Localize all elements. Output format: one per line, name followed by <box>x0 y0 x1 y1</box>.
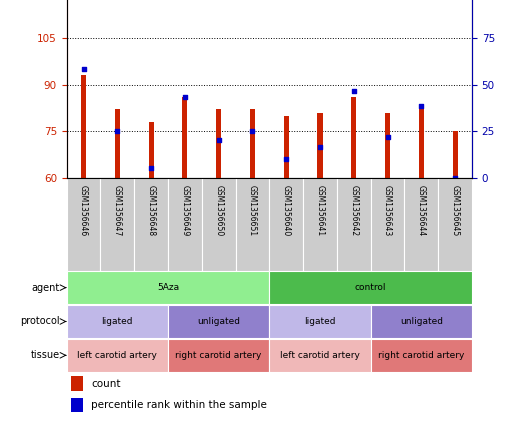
Text: count: count <box>91 379 121 389</box>
Bar <box>250 110 255 178</box>
Bar <box>269 339 370 371</box>
Bar <box>168 305 269 338</box>
Point <box>248 128 256 135</box>
Text: protocol: protocol <box>20 316 60 327</box>
Point <box>417 103 425 110</box>
Bar <box>438 178 472 271</box>
Text: GSM1356649: GSM1356649 <box>181 185 189 236</box>
Bar <box>269 305 370 338</box>
Text: GSM1356643: GSM1356643 <box>383 185 392 236</box>
Text: GSM1356647: GSM1356647 <box>113 185 122 236</box>
Bar <box>67 339 168 371</box>
Bar <box>303 178 337 271</box>
Text: GSM1356650: GSM1356650 <box>214 185 223 236</box>
Text: unligated: unligated <box>400 317 443 326</box>
Bar <box>81 75 86 178</box>
Text: ligated: ligated <box>304 317 336 326</box>
Text: right carotid artery: right carotid artery <box>378 351 464 360</box>
Bar <box>269 178 303 271</box>
Bar <box>284 115 289 178</box>
Bar <box>67 272 269 304</box>
Text: 5Aza: 5Aza <box>157 283 179 292</box>
Text: control: control <box>355 283 386 292</box>
Bar <box>370 178 404 271</box>
Text: GSM1356646: GSM1356646 <box>79 185 88 236</box>
Bar <box>404 178 438 271</box>
Bar <box>337 178 370 271</box>
Bar <box>235 178 269 271</box>
Text: left carotid artery: left carotid artery <box>77 351 157 360</box>
Text: percentile rank within the sample: percentile rank within the sample <box>91 400 267 410</box>
Point <box>350 88 358 94</box>
Point <box>282 156 290 162</box>
Bar <box>370 339 472 371</box>
Bar <box>216 110 221 178</box>
Text: GSM1356645: GSM1356645 <box>450 185 460 236</box>
Bar <box>318 113 323 178</box>
Bar <box>67 305 168 338</box>
Text: unligated: unligated <box>197 317 240 326</box>
Point <box>316 143 324 150</box>
Text: GSM1356641: GSM1356641 <box>315 185 325 236</box>
Bar <box>351 97 357 178</box>
Text: right carotid artery: right carotid artery <box>175 351 262 360</box>
Bar <box>168 339 269 371</box>
Point <box>451 174 459 181</box>
Text: left carotid artery: left carotid artery <box>280 351 360 360</box>
Text: GSM1356640: GSM1356640 <box>282 185 291 236</box>
Bar <box>134 178 168 271</box>
Text: GSM1356648: GSM1356648 <box>147 185 155 236</box>
Text: GSM1356642: GSM1356642 <box>349 185 358 236</box>
Bar <box>419 106 424 178</box>
Bar <box>269 272 472 304</box>
Text: ligated: ligated <box>102 317 133 326</box>
Bar <box>182 97 187 178</box>
Bar <box>370 305 472 338</box>
Text: GSM1356644: GSM1356644 <box>417 185 426 236</box>
Bar <box>67 178 101 271</box>
Bar <box>115 110 120 178</box>
Text: GSM1356651: GSM1356651 <box>248 185 257 236</box>
Bar <box>71 376 83 391</box>
Point <box>214 137 223 144</box>
Bar <box>452 131 458 178</box>
Bar <box>101 178 134 271</box>
Bar <box>149 122 154 178</box>
Text: tissue: tissue <box>31 350 60 360</box>
Point <box>383 134 391 141</box>
Bar <box>71 398 83 412</box>
Bar <box>168 178 202 271</box>
Point <box>113 128 122 135</box>
Point <box>181 93 189 100</box>
Bar <box>385 113 390 178</box>
Bar <box>202 178 235 271</box>
Point <box>80 66 88 72</box>
Text: agent: agent <box>31 283 60 293</box>
Point <box>147 165 155 172</box>
